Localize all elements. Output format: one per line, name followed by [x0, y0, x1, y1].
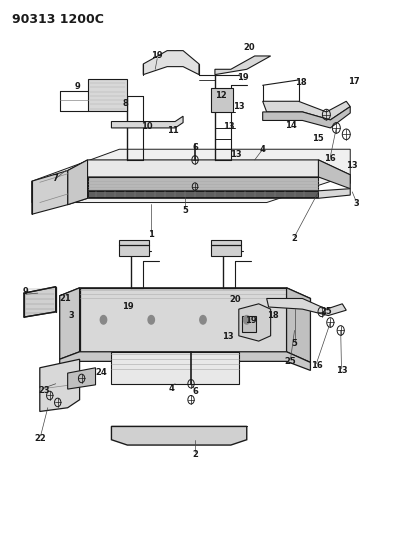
- Circle shape: [244, 316, 250, 324]
- Text: 20: 20: [243, 44, 255, 52]
- Polygon shape: [60, 288, 310, 309]
- Polygon shape: [40, 359, 80, 411]
- Text: 13: 13: [346, 161, 358, 169]
- Circle shape: [200, 316, 206, 324]
- Text: 13: 13: [336, 366, 347, 375]
- Polygon shape: [88, 191, 318, 197]
- Text: 21: 21: [60, 294, 72, 303]
- Text: 19: 19: [245, 317, 257, 325]
- Text: 17: 17: [348, 77, 360, 85]
- Text: 24: 24: [96, 368, 107, 376]
- Text: 14: 14: [285, 121, 297, 130]
- Polygon shape: [68, 160, 350, 185]
- Polygon shape: [111, 352, 239, 384]
- Text: 1: 1: [148, 230, 154, 239]
- Polygon shape: [111, 426, 247, 445]
- Polygon shape: [68, 368, 96, 389]
- Polygon shape: [88, 177, 318, 191]
- Text: 5: 5: [292, 340, 297, 348]
- Text: 6: 6: [192, 143, 198, 151]
- Polygon shape: [68, 177, 88, 198]
- Text: 23: 23: [38, 386, 50, 394]
- Polygon shape: [239, 304, 271, 341]
- Text: 9: 9: [75, 82, 80, 91]
- Text: 19: 19: [151, 52, 163, 60]
- Text: 4: 4: [168, 384, 174, 392]
- Text: 20: 20: [229, 295, 241, 304]
- Text: 19: 19: [237, 73, 249, 82]
- Text: 12: 12: [215, 92, 227, 100]
- Polygon shape: [263, 101, 350, 120]
- FancyBboxPatch shape: [88, 79, 127, 111]
- Text: 3: 3: [69, 311, 74, 320]
- Polygon shape: [68, 160, 88, 205]
- Polygon shape: [143, 51, 199, 75]
- Text: 13: 13: [222, 333, 234, 341]
- Polygon shape: [32, 171, 68, 214]
- Text: 25: 25: [285, 357, 297, 366]
- Polygon shape: [80, 288, 287, 352]
- FancyBboxPatch shape: [119, 240, 149, 256]
- Circle shape: [148, 316, 154, 324]
- Text: 18: 18: [267, 311, 279, 320]
- Polygon shape: [24, 287, 56, 317]
- Circle shape: [100, 316, 107, 324]
- Polygon shape: [267, 298, 346, 316]
- Text: 15: 15: [312, 134, 324, 143]
- Text: 9: 9: [23, 287, 29, 296]
- Polygon shape: [60, 352, 310, 370]
- Text: 13: 13: [233, 102, 245, 111]
- Text: 2: 2: [292, 235, 297, 243]
- Text: 7: 7: [53, 174, 59, 183]
- Polygon shape: [215, 56, 271, 75]
- Text: 13: 13: [223, 123, 235, 131]
- Text: 3: 3: [353, 199, 359, 208]
- Text: 13: 13: [230, 150, 242, 159]
- Text: 90313 1200C: 90313 1200C: [12, 13, 104, 26]
- Polygon shape: [318, 160, 350, 189]
- Polygon shape: [287, 288, 310, 362]
- Text: 22: 22: [35, 434, 47, 442]
- Text: 19: 19: [121, 302, 133, 311]
- Polygon shape: [32, 149, 350, 203]
- Text: 11: 11: [167, 126, 179, 135]
- Text: 6: 6: [192, 387, 198, 396]
- Polygon shape: [68, 189, 350, 205]
- Text: 8: 8: [123, 100, 128, 108]
- Text: 5: 5: [182, 206, 188, 214]
- Text: 16: 16: [310, 361, 322, 369]
- FancyBboxPatch shape: [242, 316, 256, 332]
- Polygon shape: [60, 288, 80, 359]
- Polygon shape: [111, 116, 183, 128]
- FancyBboxPatch shape: [211, 240, 241, 256]
- Text: 16: 16: [324, 155, 336, 163]
- FancyBboxPatch shape: [211, 88, 233, 112]
- Text: 2: 2: [192, 450, 198, 458]
- Text: 18: 18: [295, 78, 306, 87]
- Text: 10: 10: [141, 123, 153, 131]
- Text: 25: 25: [320, 308, 332, 316]
- Text: 4: 4: [260, 145, 265, 154]
- Polygon shape: [263, 107, 350, 128]
